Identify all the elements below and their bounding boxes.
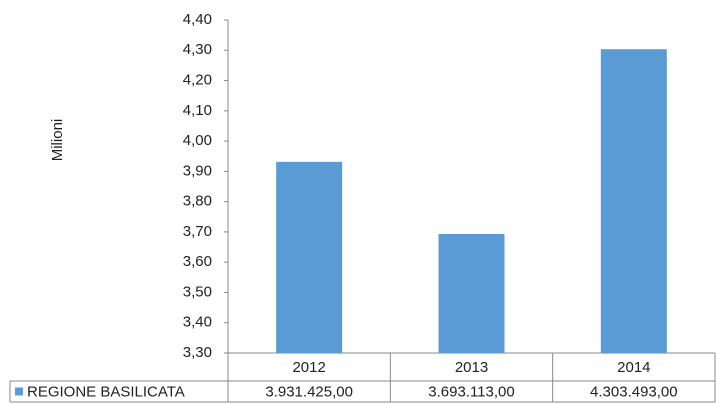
table-value: 3.693.113,00 (428, 383, 514, 400)
x-tick-label: 2013 (455, 359, 488, 376)
y-tick-label: 3,30 (183, 344, 212, 361)
y-tick-label: 3,90 (183, 162, 212, 179)
legend-swatch (15, 387, 23, 396)
bar (600, 49, 667, 353)
y-tick-label: 3,40 (183, 314, 212, 331)
y-tick-label: 3,60 (183, 253, 212, 270)
y-axis-label: Milioni (49, 119, 66, 162)
y-tick-label: 3,50 (183, 283, 212, 300)
y-tick-label: 4,00 (183, 132, 212, 149)
x-tick-label: 2014 (617, 359, 650, 376)
bar (276, 161, 343, 353)
x-tick-label: 2012 (292, 359, 325, 376)
y-tick-label: 3,80 (183, 193, 212, 210)
legend-label: REGIONE BASILICATA (27, 383, 185, 400)
y-tick-label: 4,20 (183, 72, 212, 89)
y-tick-label: 4,30 (183, 41, 212, 58)
table-value: 4.303.493,00 (590, 383, 678, 400)
y-tick-label: 4,10 (183, 102, 212, 119)
table-value: 3.931.425,00 (265, 383, 353, 400)
y-tick-label: 3,70 (183, 223, 212, 240)
y-tick-label: 4,40 (183, 11, 212, 28)
bar (438, 233, 505, 353)
